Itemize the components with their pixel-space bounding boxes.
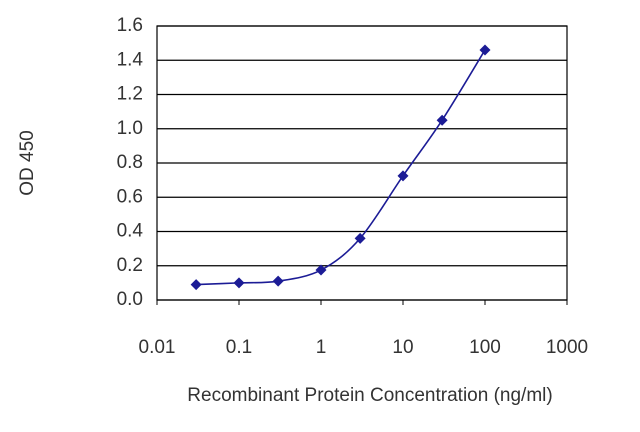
y-tick-label: 1.6	[117, 15, 143, 36]
data-point	[190, 279, 202, 291]
x-axis-label: Recombinant Protein Concentration (ng/ml…	[187, 385, 552, 406]
x-tick-label: 1	[316, 337, 327, 358]
x-tick-label: 0.01	[139, 337, 176, 358]
data-point	[354, 232, 366, 244]
y-tick-label: 1.4	[117, 49, 144, 70]
y-tick-label: 0.6	[117, 186, 143, 207]
x-tick-label: 1000	[546, 337, 588, 358]
y-tick-label: 0.2	[117, 255, 143, 276]
y-tick-label: 0.8	[117, 152, 143, 173]
x-tick-label: 0.1	[226, 337, 252, 358]
y-axis-label: OD 450	[17, 130, 38, 195]
y-tick-label: 0.4	[117, 221, 144, 242]
data-point	[315, 264, 327, 276]
x-tick-label: 100	[469, 337, 501, 358]
data-point	[272, 275, 284, 287]
y-tick-label: 1.2	[117, 84, 143, 105]
plot-frame	[156, 25, 568, 301]
data-point	[233, 277, 245, 289]
curve	[196, 49, 486, 286]
data-point	[397, 170, 409, 182]
y-tick-label: 1.0	[117, 118, 143, 139]
y-tick-label: 0.0	[117, 289, 143, 310]
x-tick-label: 10	[392, 337, 413, 358]
data-point	[479, 44, 491, 56]
data-point	[436, 114, 448, 126]
